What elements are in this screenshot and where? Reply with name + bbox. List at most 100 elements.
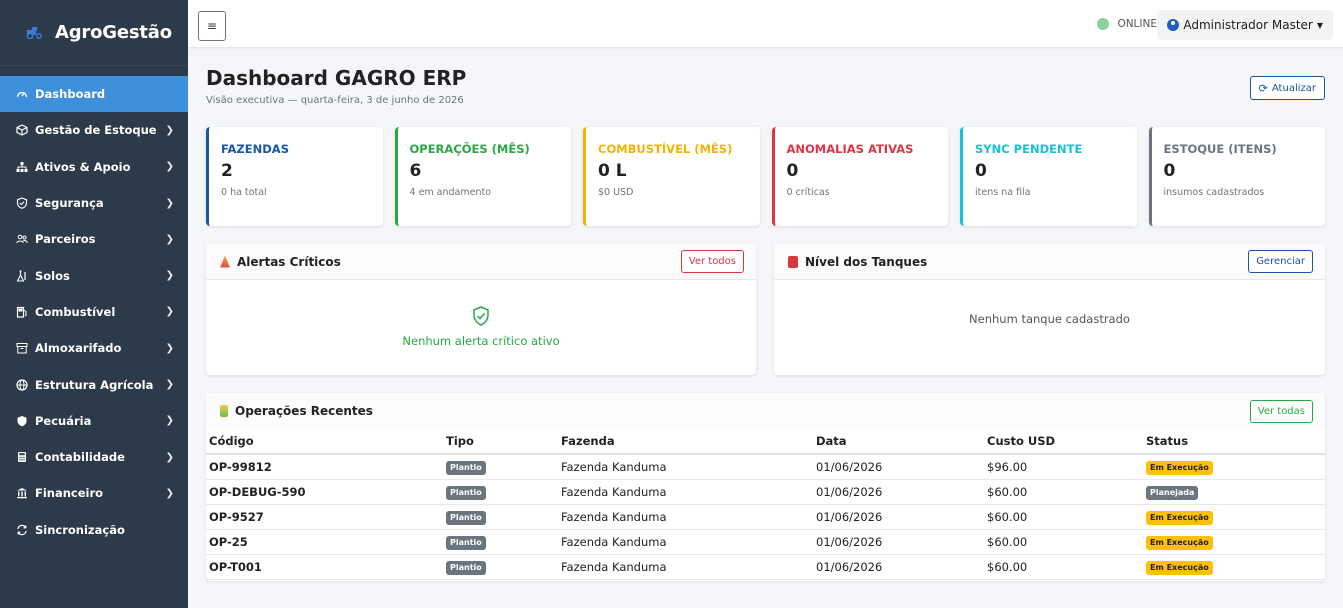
sitemap-icon (16, 161, 28, 173)
sidebar-item-label: Financeiro (35, 486, 104, 501)
alerts-header: Alertas Críticos Ver todos (206, 244, 756, 280)
status-dot-icon (1097, 18, 1110, 30)
alerts-panel: Alertas Críticos Ver todos Nenhum alerta… (206, 244, 756, 375)
status-badge: Em Execução (1146, 460, 1213, 475)
sidebar-item-estrutura-agricola[interactable]: Estrutura Agrícola ❯ (0, 366, 188, 402)
operation-farm: Fazenda Kanduma (558, 529, 813, 556)
status-badge: Em Execução (1146, 510, 1213, 525)
column-header: Fazenda (558, 429, 813, 455)
page-subtitle: Visão executiva — quarta-feira, 3 de jun… (206, 95, 464, 106)
table-row[interactable]: OP-T001 Plantio Fazenda Kanduma 01/06/2026 $… (206, 554, 1325, 581)
sync-icon (16, 524, 28, 536)
status-badge: Em Execução (1146, 561, 1213, 576)
alerts-title: Alertas Críticos (237, 254, 341, 269)
chevron-right-icon: ❯ (165, 487, 174, 499)
operation-cost: $60.00 (984, 479, 1143, 505)
view-all-alerts-button[interactable]: Ver todos (680, 250, 744, 273)
user-circle-icon (1167, 19, 1180, 31)
manage-tanks-button[interactable]: Gerenciar (1248, 250, 1313, 273)
sidebar-item-label: Parceiros (35, 232, 96, 247)
chevron-right-icon: ❯ (165, 415, 174, 427)
sidebar-item-gestao-de-estoque[interactable]: Gestão de Estoque ❯ (0, 112, 188, 148)
operation-code: OP-T001 (206, 554, 443, 581)
sidebar-toggle-button[interactable]: ≡ (198, 11, 226, 41)
operation-type-cell: Plantio (443, 479, 558, 505)
main-content: Dashboard GAGRO ERP Visão executiva — qu… (188, 48, 1343, 608)
page-title: Dashboard GAGRO ERP (206, 66, 467, 90)
kpi-card-sync: SYNC PENDENTE 0 itens na fila (960, 127, 1137, 226)
kpi-card-operacoes: OPERAÇÕES (MÊS) 6 4 em andamento (394, 127, 571, 226)
table-row[interactable]: OP-25 Plantio Fazenda Kanduma 01/06/2026 $60… (206, 529, 1325, 556)
column-header: Data (813, 429, 984, 455)
caret-down-icon: ▼ (1316, 20, 1323, 30)
user-name: Administrador Master (1183, 18, 1313, 32)
operation-status-cell: Planejada (1143, 479, 1325, 505)
operation-farm: Fazenda Kanduma (558, 554, 813, 581)
operation-cost: $60.00 (984, 529, 1143, 556)
kpi-cards: FAZENDAS 2 0 ha total OPERAÇÕES (MÊS) 6 4 em … (206, 127, 1325, 226)
sidebar-item-solos[interactable]: Solos ❯ (0, 257, 188, 293)
table-row[interactable]: OP-9527 Plantio Fazenda Kanduma 01/06/2026 $… (206, 504, 1325, 531)
operation-status-cell: Em Execução (1143, 554, 1325, 581)
sidebar-item-contabilidade[interactable]: Contabilidade ❯ (0, 439, 188, 475)
shield-icon (16, 197, 28, 209)
sidebar-item-label: Estrutura Agrícola (35, 377, 154, 392)
operation-type-cell: Plantio (443, 529, 558, 556)
status-text: ONLINE (1117, 18, 1157, 30)
sidebar-item-label: Solos (35, 268, 70, 283)
tanks-empty-text: Nenhum tanque cadastrado (969, 312, 1130, 326)
view-all-operations-button[interactable]: Ver todas (1249, 399, 1313, 423)
sidebar-item-pecuaria[interactable]: Pecuária ❯ (0, 403, 188, 439)
operation-date: 01/06/2026 (813, 479, 984, 505)
sidebar-item-dashboard[interactable]: Dashboard (0, 76, 188, 113)
sidebar-item-label: Gestão de Estoque (35, 123, 157, 138)
table-header-row: Código Tipo Fazenda Data Custo USD Status (206, 429, 1325, 455)
operation-status-cell: Em Execução (1143, 529, 1325, 556)
alerts-empty-text: Nenhum alerta crítico ativo (402, 334, 560, 348)
kpi-card-title: OPERAÇÕES (MÊS) (409, 142, 530, 156)
chevron-right-icon: ❯ (165, 451, 174, 463)
operation-type-cell: Plantio (443, 504, 558, 531)
tanks-panel: Nível dos Tanques Gerenciar Nenhum tanqu… (774, 244, 1325, 375)
brand[interactable]: AgroGestão (0, 0, 188, 66)
chevron-right-icon: ❯ (165, 270, 174, 282)
sidebar-item-seguranca[interactable]: Segurança ❯ (0, 185, 188, 221)
kpi-card-title: COMBUSTÍVEL (MÊS) (598, 142, 733, 156)
kpi-card-description: $0 USD (598, 187, 634, 198)
chevron-right-icon: ❯ (165, 161, 174, 173)
operation-status-cell: Em Execução (1143, 454, 1325, 480)
operation-code: OP-9527 (206, 504, 443, 531)
status-badge: Em Execução (1146, 536, 1213, 551)
sidebar-nav: Dashboard Gestão de Estoque ❯ Ativos & Apoi… (0, 76, 188, 548)
operation-code: OP-DEBUG-590 (206, 479, 443, 505)
sidebar-item-ativos-apoio[interactable]: Ativos & Apoio ❯ (0, 149, 188, 185)
sidebar-item-almoxarifado[interactable]: Almoxarifado ❯ (0, 330, 188, 366)
sidebar-item-parceiros[interactable]: Parceiros ❯ (0, 221, 188, 257)
operation-status-cell: Em Execução (1143, 504, 1325, 531)
alert-icon (220, 255, 230, 268)
operation-cost: $60.00 (984, 554, 1143, 581)
alerts-empty-state: Nenhum alerta crítico ativo (206, 280, 756, 374)
refresh-label: Atualizar (1271, 82, 1316, 94)
table-row[interactable]: OP-99812 Plantio Fazenda Kanduma 01/06/2026… (206, 454, 1325, 480)
sidebar-item-label: Pecuária (35, 413, 92, 428)
bank-icon (16, 487, 28, 499)
tanks-header: Nível dos Tanques Gerenciar (774, 244, 1325, 280)
kpi-card-description: insumos cadastrados (1163, 187, 1265, 198)
box-icon (16, 124, 28, 137)
globe-icon (16, 378, 28, 391)
sidebar-item-sincronizacao[interactable]: Sincronização (0, 512, 188, 548)
user-menu-button[interactable]: Administrador Master ▼ (1157, 10, 1333, 40)
operation-type-cell: Plantio (443, 454, 558, 480)
kpi-card-value: 0 (1163, 161, 1176, 181)
sidebar-item-label: Contabilidade (35, 450, 125, 465)
chevron-right-icon: ❯ (165, 233, 174, 245)
menu-icon: ≡ (206, 19, 218, 33)
refresh-button[interactable]: ⟳ Atualizar (1249, 76, 1325, 100)
table-row[interactable]: OP-DEBUG-590 Plantio Fazenda Kanduma 01/06/… (206, 479, 1325, 505)
sidebar-item-financeiro[interactable]: Financeiro ❯ (0, 475, 188, 511)
type-badge: Plantio (446, 536, 486, 551)
operation-date: 01/06/2026 (813, 554, 984, 581)
sidebar-item-combustivel[interactable]: Combustível ❯ (0, 294, 188, 330)
operation-date: 01/06/2026 (813, 529, 984, 556)
